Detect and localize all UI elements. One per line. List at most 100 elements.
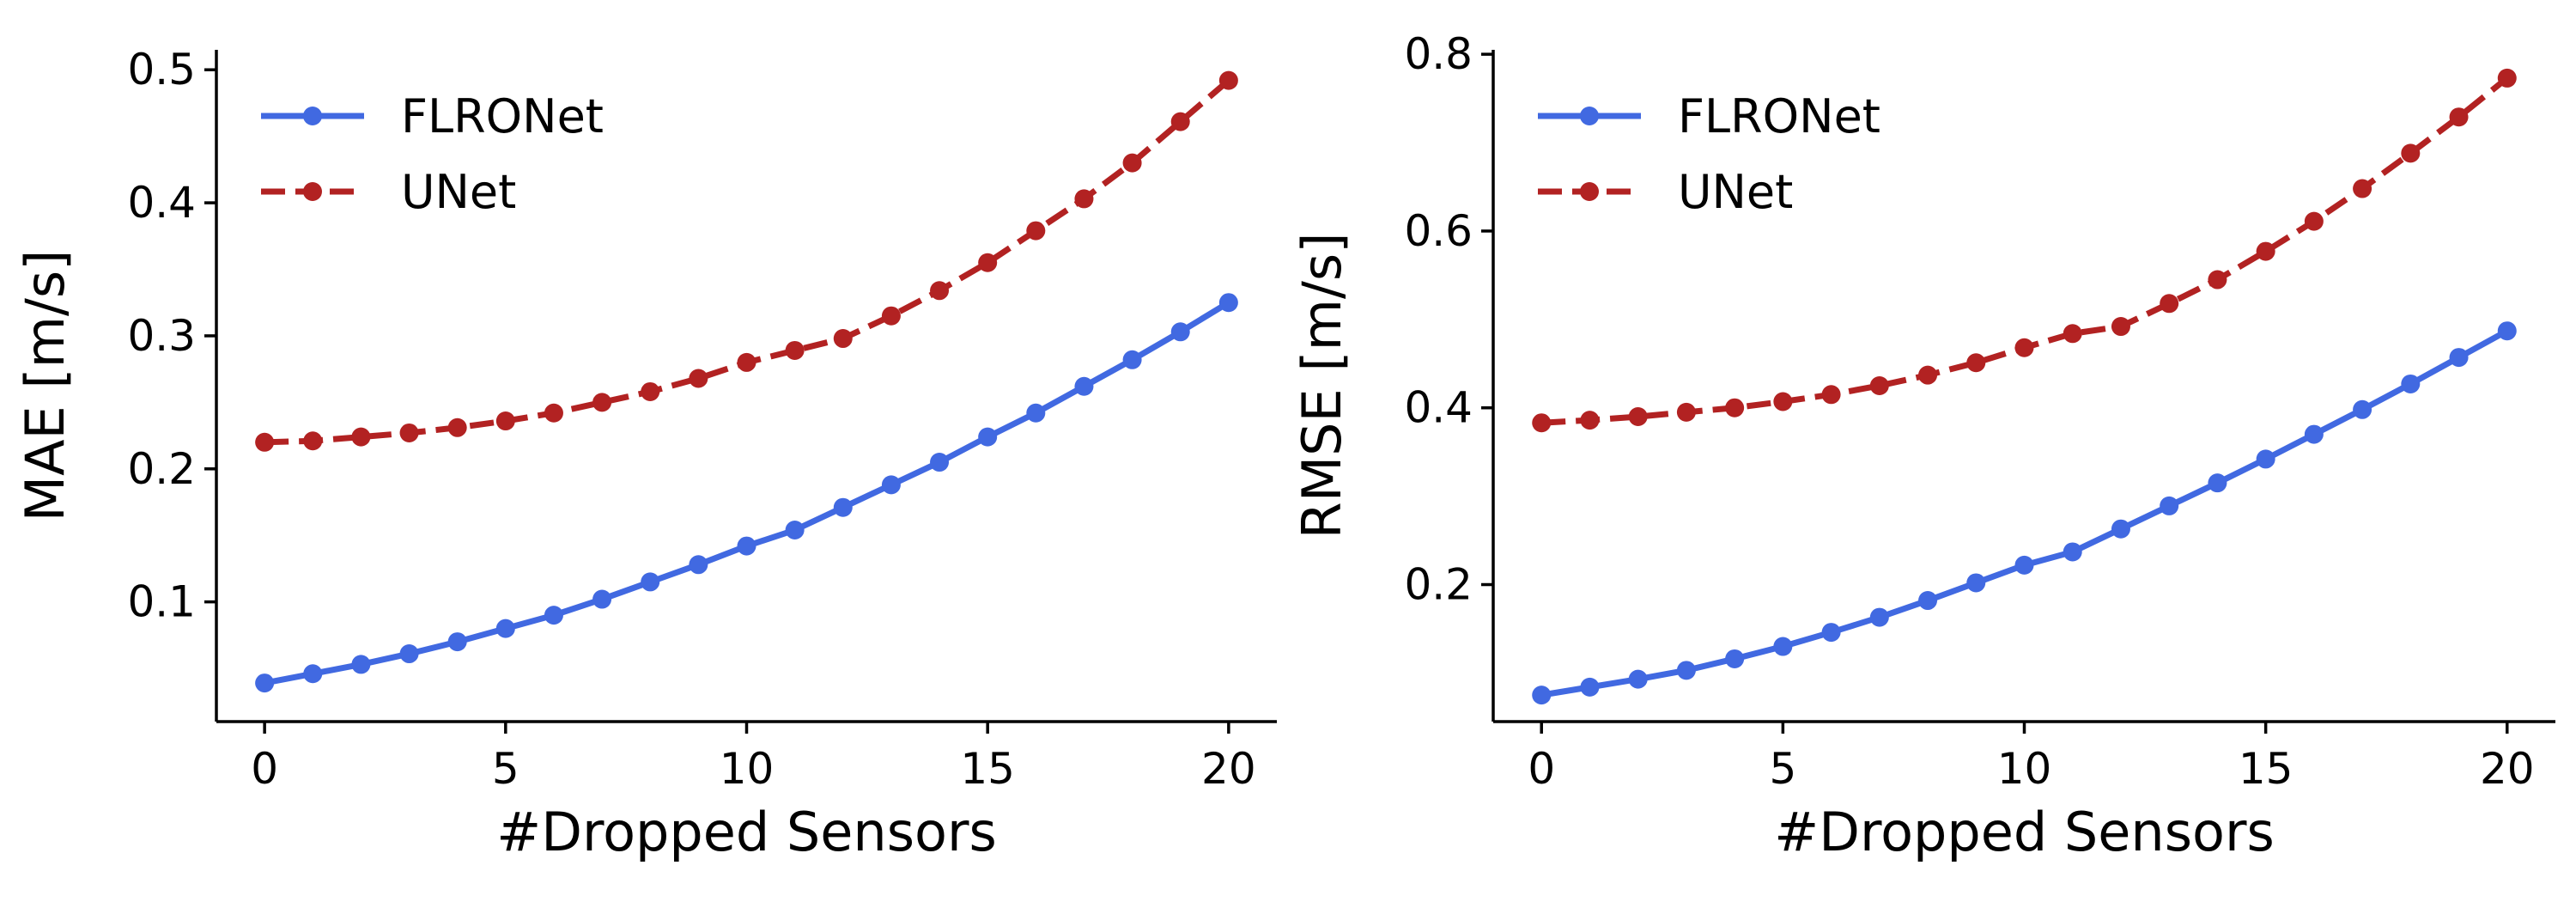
unet-data-point [447, 417, 467, 437]
y-axis-label: MAE [m/s] [14, 250, 76, 522]
flronet-data-point [641, 572, 660, 592]
flronet-data-point [2063, 542, 2082, 562]
y-tick-label: 0.1 [127, 577, 196, 627]
unet-data-point [2111, 317, 2130, 337]
unet-data-point [1218, 70, 1238, 90]
flronet-data-point [1628, 669, 1648, 689]
x-tick-label: 15 [960, 744, 1015, 794]
unet-legend-label: UNet [401, 165, 516, 219]
unet-data-point [1966, 353, 1986, 373]
unet-data-point [1918, 365, 1938, 385]
flronet-data-point [2304, 424, 2324, 444]
y-tick-label: 0.3 [127, 311, 196, 361]
unet-data-point [544, 403, 563, 423]
unet-data-point [1122, 153, 1142, 173]
flronet-data-point [1026, 403, 1046, 423]
unet-data-point [737, 352, 756, 372]
unet-data-point [930, 281, 950, 301]
unet-data-point [2160, 294, 2179, 314]
unet-data-point [1170, 112, 1190, 131]
unet-data-point [2256, 241, 2275, 261]
x-tick-label: 0 [251, 744, 278, 794]
flronet-data-point [1074, 376, 1094, 396]
unet-data-point [1676, 402, 1696, 422]
unet-data-point [2449, 107, 2469, 127]
unet-data-point [592, 393, 612, 412]
x-tick-label: 10 [720, 744, 775, 794]
y-tick-label: 0.4 [127, 178, 196, 228]
flronet-data-point [881, 475, 901, 495]
flronet-data-point [1218, 293, 1238, 313]
x-tick-label: 5 [1769, 744, 1796, 794]
unet-legend-label: UNet [1678, 165, 1793, 219]
unet-data-point [2353, 179, 2372, 198]
legend: FLRONet UNet [261, 89, 604, 219]
y-tick-label: 0.4 [1404, 383, 1473, 433]
flronet-data-point [1170, 322, 1190, 342]
mae-chart: 0 5 10 15 20 0.1 0.2 0.3 0.4 0.5 #Dropped Sensors M… [14, 45, 1277, 863]
flronet-data-point [399, 644, 419, 664]
unet-data-point [785, 340, 805, 360]
unet-data-point [1725, 398, 1745, 417]
flronet-data-point [1821, 623, 1841, 643]
unet-data-point [495, 411, 515, 431]
x-tick-label: 10 [1997, 744, 2052, 794]
flronet-data-point [785, 521, 805, 540]
unet-data-point [1026, 221, 1046, 241]
flronet-series-line [1540, 328, 2509, 698]
x-tick-label: 20 [1201, 744, 1256, 794]
flronet-legend-label: FLRONet [1678, 89, 1880, 143]
flronet-data-point [255, 673, 275, 693]
unet-data-point [303, 431, 323, 451]
flronet-data-point [1773, 637, 1793, 656]
flronet-data-point [833, 497, 853, 517]
x-tick-label: 5 [492, 744, 519, 794]
flronet-data-point [303, 664, 323, 684]
x-tick-label: 0 [1528, 744, 1555, 794]
unet-data-point [978, 253, 998, 272]
x-tick-label: 20 [2480, 744, 2535, 794]
unet-data-point [1074, 189, 1094, 209]
unet-data-point [351, 427, 371, 447]
flronet-data-point [2449, 348, 2469, 368]
flronet-data-point [592, 589, 612, 609]
flronet-data-point [1869, 607, 1889, 627]
flronet-data-point [2401, 374, 2421, 393]
flronet-data-point [2160, 496, 2179, 515]
y-axis-label: RMSE [m/s] [1291, 233, 1353, 539]
unet-legend-marker [1580, 182, 1599, 201]
flronet-data-point [930, 453, 950, 472]
flronet-data-point [544, 606, 563, 625]
flronet-data-point [737, 536, 756, 556]
unet-data-point [2063, 324, 2082, 344]
flronet-data-point [689, 555, 708, 575]
x-axis-label: #Dropped Sensors [1774, 801, 2275, 863]
unet-data-point [881, 306, 901, 326]
unet-data-point [689, 369, 708, 388]
y-tick-label: 0.8 [1404, 29, 1473, 79]
rmse-chart: 0 5 10 15 20 0.2 0.4 0.6 0.8 #Dropped Sensors RMSE… [1291, 29, 2555, 863]
flronet-data-point [978, 427, 998, 447]
legend: FLRONet UNet [1538, 89, 1880, 219]
unet-data-point [641, 381, 660, 401]
flronet-data-point [1918, 591, 1938, 611]
x-axis-label: #Dropped Sensors [496, 801, 997, 863]
flronet-data-point [2014, 555, 2034, 575]
flronet-data-point [2208, 473, 2227, 493]
unet-data-point [255, 432, 275, 452]
flronet-data-point [1725, 649, 1745, 668]
unet-data-point [2014, 338, 2034, 357]
unet-data-point [2208, 270, 2227, 289]
unet-data-point [1580, 411, 1600, 430]
flronet-data-point [1122, 350, 1142, 369]
flronet-data-point [1580, 677, 1600, 697]
flronet-data-point [1532, 686, 1552, 705]
flronet-data-point [1676, 661, 1696, 680]
unet-data-point [1773, 392, 1793, 411]
unet-data-point [1869, 376, 1889, 395]
unet-data-point [1628, 407, 1648, 427]
x-tick-label: 15 [2239, 744, 2293, 794]
flronet-legend-marker [1580, 107, 1599, 125]
flronet-data-point [1966, 573, 1986, 593]
